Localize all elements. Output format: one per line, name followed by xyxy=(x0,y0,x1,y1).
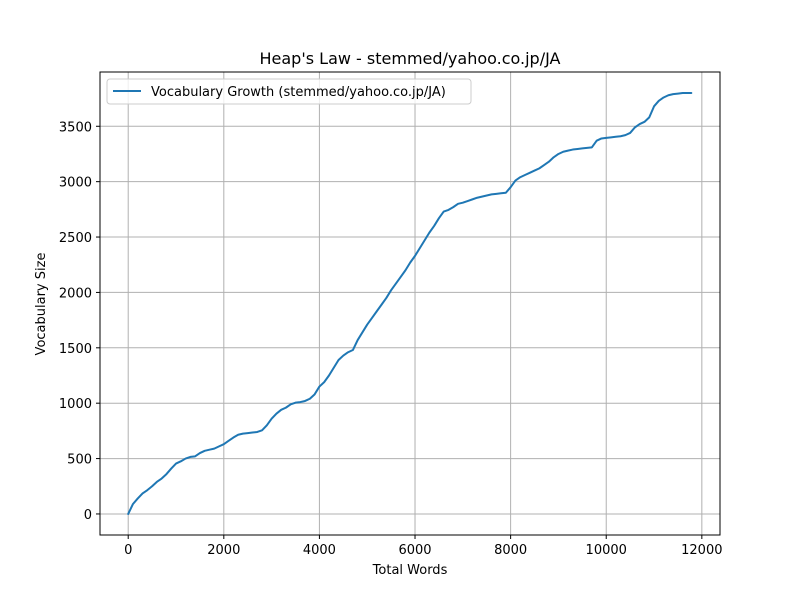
y-tick-label: 1500 xyxy=(59,342,92,357)
legend-label: Vocabulary Growth (stemmed/yahoo.co.jp/J… xyxy=(151,85,446,100)
y-tick-label: 3000 xyxy=(59,176,92,191)
y-tick-label: 2500 xyxy=(59,231,92,246)
x-tick-label: 0 xyxy=(124,543,132,558)
y-tick-label: 3500 xyxy=(59,120,92,135)
x-axis-title: Total Words xyxy=(372,563,448,578)
x-tick-label: 4000 xyxy=(303,543,336,558)
x-axis: 0 2000 4000 6000 8000 10000 12000 xyxy=(124,535,723,558)
legend-box xyxy=(106,78,472,105)
legend: Vocabulary Growth (stemmed/yahoo.co.jp/J… xyxy=(106,78,472,105)
y-tick-label: 0 xyxy=(84,508,92,523)
x-tick-label: 6000 xyxy=(398,543,431,558)
x-tick-label: 8000 xyxy=(494,543,527,558)
chart-title: Heap's Law - stemmed/yahoo.co.jp/JA xyxy=(260,49,561,68)
y-tick-label: 2000 xyxy=(59,286,92,301)
y-axis-title: Vocabulary Size xyxy=(34,253,49,356)
plot-frame xyxy=(99,71,721,536)
x-tick-label: 2000 xyxy=(207,543,240,558)
y-tick-label: 1000 xyxy=(59,397,92,412)
y-tick-label: 500 xyxy=(67,453,92,468)
grid xyxy=(100,72,720,535)
plot-area xyxy=(100,72,720,535)
x-tick-label: 12000 xyxy=(681,543,722,558)
series-layer xyxy=(127,92,693,515)
x-tick-label: 10000 xyxy=(586,543,627,558)
y-axis: 0 500 1000 1500 2000 2500 3000 3500 xyxy=(59,120,100,523)
series-line xyxy=(127,92,693,515)
